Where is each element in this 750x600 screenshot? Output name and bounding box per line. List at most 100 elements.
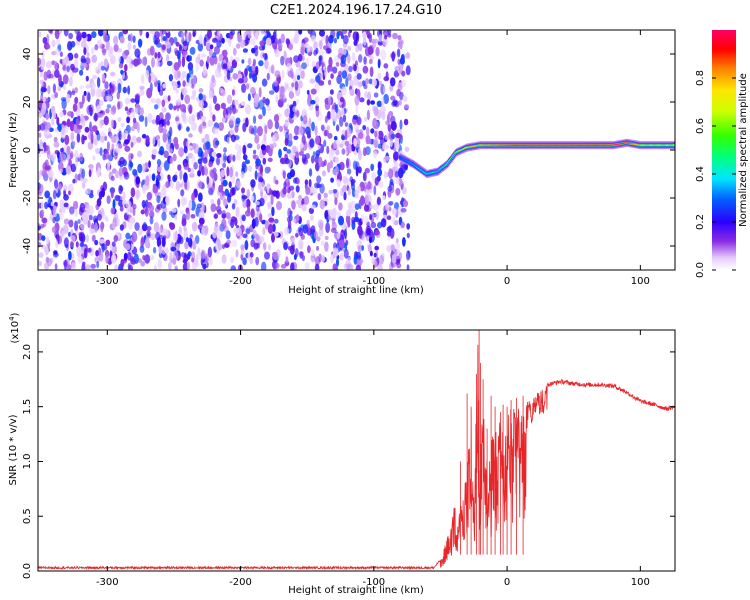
spectrogram-noise-cell	[139, 30, 143, 36]
spectrogram-noise-cell	[134, 103, 140, 115]
spectrogram-noise-cell	[94, 239, 99, 246]
spectrogram-noise-cell	[221, 37, 225, 44]
spectrogram-noise-cell	[390, 120, 397, 131]
spectrogram-noise-cell	[213, 213, 218, 219]
spectrogram-noise-cell	[166, 30, 169, 34]
snr-y-label: SNR (10 * v/v)	[8, 414, 19, 485]
y-tick-label: -20	[22, 190, 33, 206]
spectrogram-noise-cell	[138, 38, 143, 48]
spectrogram-noise-cell	[161, 99, 166, 108]
spectrogram-noise-cell	[232, 99, 239, 106]
spectrogram-noise-cell	[94, 222, 98, 233]
spectrogram-noise-cell	[76, 132, 81, 143]
spectrogram-noise-cell	[158, 245, 163, 255]
spectrogram-noise-cell	[134, 93, 141, 101]
spectrogram-noise-cell	[345, 262, 352, 270]
spectrogram-noise-cell	[165, 247, 169, 255]
spectrogram-noise-cell	[124, 145, 131, 152]
spectrogram-noise-cell	[132, 169, 138, 176]
spectrogram-noise-cell	[251, 47, 256, 54]
spectrogram-noise-cell	[264, 98, 270, 106]
spectrogram-noise-cell	[306, 89, 310, 95]
spectrogram-noise-cell	[151, 57, 155, 68]
spectrogram-noise-cell	[226, 94, 233, 105]
spectrogram-noise-cell	[147, 113, 153, 123]
spectrogram-noise-cell	[370, 128, 375, 134]
spectrogram-noise-cell	[329, 160, 334, 169]
spectrogram-noise-cell	[202, 65, 207, 76]
spectrogram-noise-cell	[80, 40, 87, 49]
spectrogram-noise-cell	[335, 258, 340, 267]
spectrogram-noise-cell	[146, 226, 152, 231]
spectrogram-noise-cell	[324, 241, 329, 252]
spectrogram-noise-cell	[168, 261, 172, 270]
spectrogram-noise-cell	[110, 107, 116, 116]
spectrogram-noise-cell	[358, 54, 363, 63]
spectrogram-noise-cell	[96, 213, 102, 221]
spectrogram-noise-cell	[248, 72, 253, 79]
spectrogram-noise-cell	[109, 84, 115, 95]
spectrogram-noise-cell	[232, 73, 239, 80]
spectrogram-noise-cell	[166, 120, 170, 126]
spectrogram-noise-cell	[196, 252, 202, 260]
spectrogram-noise-cell	[245, 83, 250, 90]
spectrogram-noise-cell	[198, 34, 203, 45]
spectrogram-noise-cell	[156, 195, 161, 204]
spectrogram-noise-cell	[118, 143, 123, 149]
spectrogram-noise-cell	[188, 133, 193, 138]
spectrogram-noise-cell	[312, 188, 317, 195]
spectrogram-noise-cell	[199, 59, 204, 67]
spectrogram-noise-cell	[126, 116, 131, 124]
spectrogram-noise-cell	[151, 173, 156, 182]
spectrogram-noise-cell	[131, 108, 136, 119]
spectrogram-noise-cell	[286, 149, 292, 154]
spectrogram-noise-cell	[168, 148, 173, 154]
spectrogram-noise-cell	[139, 89, 145, 96]
spectrogram-noise-cell	[311, 35, 316, 43]
spectrogram-noise-cell	[161, 211, 167, 221]
spectrogram-noise-cell	[395, 179, 400, 185]
spectrogram-noise-cell	[136, 136, 142, 143]
spectrogram-noise-cell	[262, 227, 266, 236]
spectrogram-noise-cell	[105, 253, 109, 264]
spectrogram-noise-cell	[235, 180, 241, 189]
spectrogram-noise-cell	[296, 178, 300, 185]
spectrogram-noise-cell	[223, 147, 227, 153]
spectrogram-noise-cell	[89, 228, 96, 234]
spectrogram-noise-cell	[216, 153, 222, 158]
spectrogram-noise-cell	[347, 53, 351, 64]
spectrogram-noise-cell	[54, 263, 58, 270]
spectrogram-noise-cell	[321, 255, 325, 262]
spectrogram-noise-cell	[69, 77, 73, 87]
spectrogram-noise-cell	[175, 181, 181, 191]
spectrogram-noise-cell	[85, 75, 89, 82]
spectrogram-noise-cell	[342, 175, 348, 184]
spectrogram-noise-cell	[122, 50, 128, 60]
spectrogram-noise-cell	[274, 121, 280, 130]
spectrogram-noise-cell	[341, 86, 347, 96]
spectrogram-noise-cell	[315, 256, 320, 266]
spectrogram-noise-cell	[41, 217, 48, 224]
spectrogram-noise-cell	[203, 164, 207, 175]
spectrogram-noise-cell	[100, 65, 106, 71]
spectrogram-noise-cell	[105, 40, 110, 51]
spectrogram-noise-cell	[99, 99, 104, 107]
spectrogram-noise-cell	[284, 83, 289, 90]
spectrogram-noise-cell	[52, 190, 57, 200]
spectrogram-noise-cell	[297, 199, 302, 209]
spectrogram-noise-cell	[368, 236, 373, 244]
spectrogram-noise-cell	[144, 254, 151, 264]
spectrogram-noise-cell	[335, 62, 340, 67]
spectrogram-noise-cell	[393, 72, 400, 77]
spectrogram-noise-cell	[68, 219, 74, 228]
spectrogram-noise-cell	[314, 96, 320, 107]
spectrogram-noise-cell	[78, 231, 84, 237]
spectrogram-noise-cell	[406, 250, 411, 261]
spectrogram-noise-cell	[380, 49, 387, 60]
spectrogram-noise-cell	[394, 65, 401, 72]
spectrogram-noise-cell	[130, 141, 134, 148]
spectrogram-noise-cell	[182, 51, 188, 57]
spectrogram-noise-cell	[324, 115, 328, 124]
colorbar-gradient	[712, 30, 736, 270]
spectrogram-noise-cell	[86, 52, 90, 58]
